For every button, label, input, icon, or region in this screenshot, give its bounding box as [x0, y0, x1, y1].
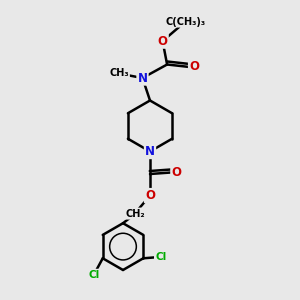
- Text: C(CH₃)₃: C(CH₃)₃: [165, 16, 205, 27]
- Text: O: O: [158, 34, 168, 48]
- Text: O: O: [145, 189, 155, 202]
- Text: CH₃: CH₃: [109, 68, 129, 79]
- Text: CH₂: CH₂: [125, 208, 145, 219]
- Text: O: O: [189, 60, 199, 74]
- Text: O: O: [171, 166, 182, 179]
- Text: N: N: [137, 71, 148, 85]
- Text: Cl: Cl: [155, 252, 166, 262]
- Text: N: N: [145, 145, 155, 158]
- Text: Cl: Cl: [88, 270, 99, 280]
